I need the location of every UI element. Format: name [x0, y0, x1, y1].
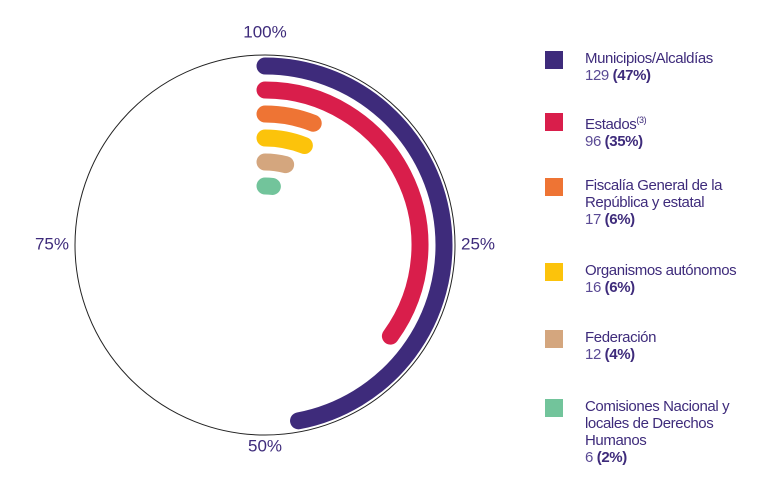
legend-percent: (4%) [604, 346, 635, 363]
legend-text: Fiscalía General de la República y estat… [585, 177, 750, 228]
radial-bar [256, 81, 429, 345]
outer-ring [74, 54, 456, 436]
legend-count: 12 [585, 346, 601, 363]
legend-percent: (6%) [604, 211, 635, 228]
legend-label: Comisiones Nacional y locales de Derecho… [585, 398, 730, 449]
radial-bar [256, 57, 453, 430]
legend-swatch [545, 399, 563, 417]
legend-count: 96 [585, 133, 601, 150]
legend-percent: (35%) [604, 133, 643, 150]
legend-percent: (47%) [612, 67, 651, 84]
legend-swatch [545, 178, 563, 196]
radial-bar [256, 129, 313, 155]
legend-text: Federación 12 (4%) [585, 329, 750, 363]
footnote: (3) [636, 115, 647, 125]
legend-swatch [545, 330, 563, 348]
legend-label: Fiscalía General de la República y estat… [585, 177, 723, 211]
legend-text: Municipios/Alcaldías 129 (47%) [585, 50, 750, 84]
tick-label: 100% [243, 22, 286, 41]
legend-label: Federación [585, 329, 657, 346]
legend-text: Comisiones Nacional y locales de Derecho… [585, 398, 750, 466]
legend-swatch [545, 113, 563, 131]
legend-label: Municipios/Alcaldías [585, 50, 713, 67]
legend-percent: (2%) [596, 449, 627, 466]
legend-count: 16 [585, 279, 601, 296]
legend-label: Organismos autónomos [585, 262, 737, 279]
legend-text: Estados(3) 96 (35%) [585, 112, 750, 150]
legend-count: 17 [585, 211, 601, 228]
legend-count: 6 [585, 449, 593, 466]
tick-label: 25% [461, 234, 495, 253]
tick-label: 75% [35, 234, 69, 253]
legend-swatch [545, 51, 563, 69]
legend-label: Estados [585, 116, 637, 133]
tick-label: 50% [248, 436, 282, 455]
legend-percent: (6%) [604, 279, 635, 296]
legend-swatch [545, 263, 563, 281]
legend-text: Organismos autónomos 16 (6%) [585, 262, 750, 296]
radial-bar [256, 105, 322, 132]
legend-count: 129 [585, 67, 609, 84]
radial-bar [256, 153, 295, 174]
